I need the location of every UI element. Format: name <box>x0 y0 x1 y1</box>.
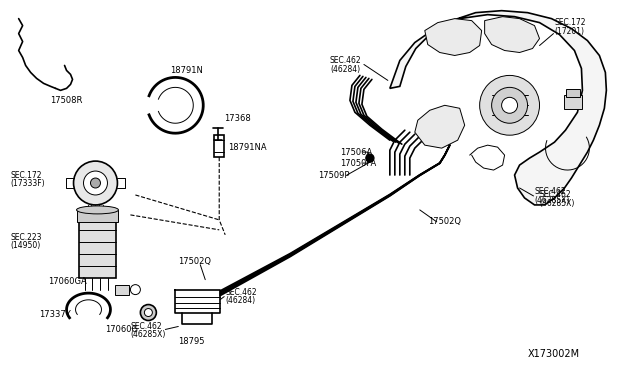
Text: 18791NA: 18791NA <box>228 142 267 152</box>
Text: SEC.462: SEC.462 <box>330 56 362 65</box>
Circle shape <box>492 87 527 123</box>
Text: (14950): (14950) <box>11 241 41 250</box>
Polygon shape <box>390 11 606 205</box>
Text: 17368: 17368 <box>224 114 251 123</box>
Text: SEC.462: SEC.462 <box>225 288 257 297</box>
Text: SEC.172: SEC.172 <box>11 170 42 180</box>
Text: SEC.223: SEC.223 <box>11 233 42 242</box>
Text: 18791N: 18791N <box>170 66 204 75</box>
Bar <box>566 89 580 97</box>
Polygon shape <box>415 105 465 148</box>
Circle shape <box>74 161 118 205</box>
Text: X173002M: X173002M <box>527 349 580 359</box>
Bar <box>115 285 129 295</box>
Circle shape <box>83 171 108 195</box>
Circle shape <box>145 308 152 317</box>
Text: 17502Q: 17502Q <box>179 257 211 266</box>
Polygon shape <box>425 19 482 55</box>
Text: 17508R: 17508R <box>51 96 83 105</box>
Text: 17502Q: 17502Q <box>428 217 461 227</box>
Circle shape <box>479 76 540 135</box>
Text: 17509P: 17509P <box>318 170 349 180</box>
Text: 17050FA: 17050FA <box>340 158 376 167</box>
Text: SEC.172: SEC.172 <box>554 18 586 27</box>
Text: 17337Y: 17337Y <box>38 310 70 319</box>
Text: SEC.462: SEC.462 <box>540 190 571 199</box>
Text: (46285X): (46285X) <box>540 199 575 208</box>
Text: (46285X): (46285X) <box>131 330 166 339</box>
Text: SEC.462: SEC.462 <box>534 187 566 196</box>
Text: 17060G: 17060G <box>106 325 138 334</box>
Bar <box>77 210 118 222</box>
Text: (17201): (17201) <box>554 27 584 36</box>
Ellipse shape <box>77 206 118 214</box>
Circle shape <box>90 178 100 188</box>
Text: (46285X): (46285X) <box>534 196 570 205</box>
Text: (46284): (46284) <box>330 65 360 74</box>
Bar <box>564 95 582 109</box>
FancyBboxPatch shape <box>214 135 224 157</box>
Circle shape <box>502 97 518 113</box>
Circle shape <box>366 154 374 162</box>
Text: (46284): (46284) <box>225 296 255 305</box>
Text: 18795: 18795 <box>179 337 205 346</box>
Polygon shape <box>484 17 540 52</box>
Circle shape <box>131 285 140 295</box>
Bar <box>79 220 116 278</box>
Circle shape <box>140 305 156 321</box>
Text: 17506A: 17506A <box>340 148 372 157</box>
Text: SEC.462: SEC.462 <box>131 322 162 331</box>
Text: (17333F): (17333F) <box>11 179 45 187</box>
Text: 17060GA: 17060GA <box>49 277 87 286</box>
